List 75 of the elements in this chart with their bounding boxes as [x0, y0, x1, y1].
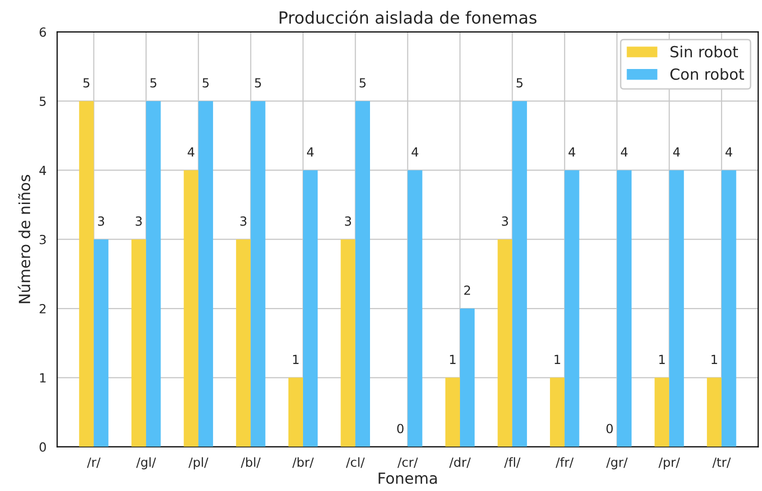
- data-label: 4: [412, 147, 418, 157]
- bar: [94, 239, 108, 447]
- bar: [288, 378, 304, 447]
- data-label: 3: [345, 216, 352, 226]
- data-label: 3: [98, 216, 104, 226]
- data-label: 1: [712, 354, 718, 364]
- data-label: 2: [464, 286, 470, 295]
- bar: [616, 170, 632, 447]
- bar: [550, 378, 565, 447]
- bar: [460, 308, 475, 447]
- y-axis-title: Número de niños: [18, 174, 30, 304]
- data-label: 5: [202, 78, 209, 88]
- bar: [706, 378, 722, 447]
- x-axis-title: Fonema: [378, 472, 437, 484]
- bar: [654, 378, 670, 447]
- bar: [498, 239, 512, 447]
- legend-label: Con robot: [670, 68, 744, 80]
- y-tick-label: 0: [40, 442, 46, 452]
- data-label: 1: [659, 354, 665, 364]
- x-tick-label: /bl/: [240, 457, 261, 468]
- bar: [198, 101, 214, 447]
- data-label: 5: [83, 78, 90, 88]
- x-tick-label: /gl/: [136, 457, 156, 470]
- bar: [79, 101, 94, 447]
- y-tick-label: 2: [40, 304, 46, 314]
- data-label: 1: [554, 354, 560, 364]
- data-label: 1: [450, 354, 456, 364]
- chart-title: Producción aislada de fonemas: [280, 10, 536, 24]
- data-label: 0: [606, 424, 613, 434]
- x-tick-label: /dr/: [449, 457, 471, 468]
- bar: [722, 170, 736, 447]
- x-tick-label: /gr/: [606, 458, 628, 470]
- data-label: 4: [306, 147, 314, 157]
- bar: [184, 170, 198, 447]
- data-label: 5: [255, 78, 261, 88]
- data-label: 4: [568, 147, 576, 157]
- y-tick-label: 3: [40, 234, 46, 244]
- bar: [355, 101, 370, 447]
- data-label: 1: [293, 354, 299, 364]
- legend-label: Sin robot: [670, 46, 738, 58]
- bar: [146, 101, 161, 447]
- x-tick-label: /br/: [292, 457, 314, 468]
- data-label: 3: [240, 216, 246, 226]
- data-label: 0: [397, 424, 404, 434]
- bar: [303, 170, 318, 447]
- data-label: 4: [726, 147, 732, 157]
- y-tick-label: 4: [39, 166, 46, 175]
- data-label: 3: [502, 216, 508, 226]
- bar: [408, 170, 422, 447]
- x-tick-label: /fr/: [556, 457, 574, 468]
- data-label: 5: [516, 78, 523, 88]
- bar: [236, 239, 251, 447]
- bar: [669, 170, 684, 447]
- data-label: 5: [360, 78, 366, 88]
- bar: [250, 101, 266, 447]
- y-tick-label: 1: [40, 373, 46, 382]
- x-tick-label: /cl/: [346, 457, 365, 468]
- x-tick-label: /fl/: [504, 457, 520, 468]
- bar: [340, 239, 356, 447]
- x-tick-label: /r/: [86, 458, 101, 468]
- data-label: 3: [136, 216, 142, 226]
- y-tick-label: 6: [40, 27, 46, 37]
- bar: [445, 378, 460, 447]
- data-label: 5: [150, 78, 156, 88]
- x-tick-label: /pl/: [188, 457, 208, 470]
- x-tick-label: /pr/: [658, 458, 680, 470]
- bar: [131, 239, 146, 447]
- bar: [512, 101, 527, 447]
- bar: [564, 170, 580, 447]
- data-label: 4: [188, 147, 194, 157]
- data-label: 4: [620, 147, 628, 157]
- y-tick-label: 5: [40, 96, 46, 106]
- data-label: 4: [673, 147, 680, 157]
- x-tick-label: /tr/: [712, 458, 731, 468]
- x-tick-label: /cr/: [397, 458, 418, 468]
